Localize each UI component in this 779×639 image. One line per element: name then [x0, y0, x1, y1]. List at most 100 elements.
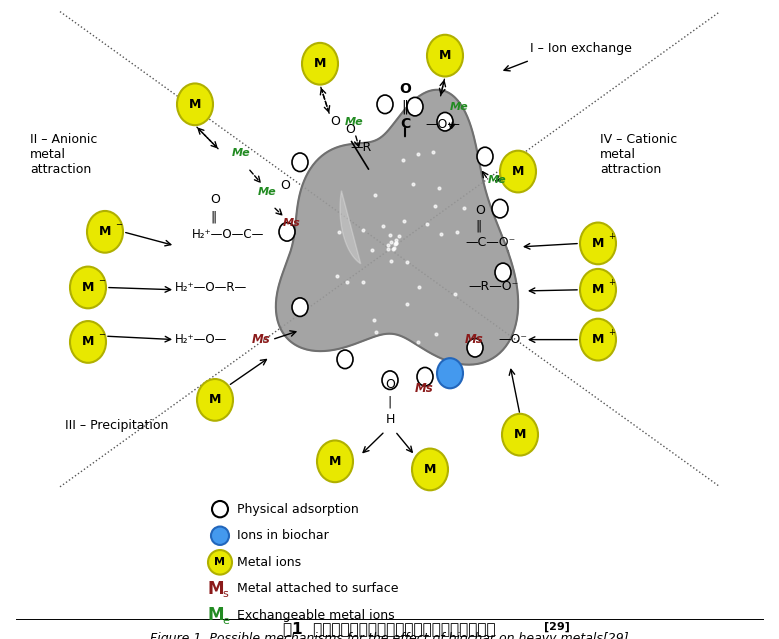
Text: IV – Cationic
metal
attraction: IV – Cationic metal attraction [600, 134, 677, 176]
Text: 图1  生物质炭对土壤中重金属离子可能的作用机制: 图1 生物质炭对土壤中重金属离子可能的作用机制 [283, 622, 495, 636]
Circle shape [337, 350, 353, 369]
Text: M: M [592, 237, 605, 250]
Circle shape [70, 266, 106, 309]
Circle shape [211, 527, 229, 545]
Text: Metal attached to surface: Metal attached to surface [237, 582, 399, 596]
Circle shape [502, 414, 538, 456]
Circle shape [437, 358, 463, 389]
Text: H₂⁺—O—: H₂⁺—O— [175, 333, 227, 346]
Text: M: M [82, 335, 94, 348]
Circle shape [317, 440, 353, 482]
Text: O: O [385, 378, 395, 391]
Text: —O⁻: —O⁻ [498, 333, 527, 346]
Text: M: M [314, 58, 326, 70]
Text: +: + [608, 328, 615, 337]
Circle shape [377, 95, 393, 114]
Text: Physical adsorption: Physical adsorption [237, 503, 359, 516]
Text: Me: Me [345, 117, 364, 127]
Text: Me: Me [232, 148, 251, 158]
Circle shape [197, 379, 233, 420]
Text: —C—O⁻: —C—O⁻ [465, 236, 515, 249]
Text: Ms: Ms [283, 218, 301, 228]
Text: M: M [424, 463, 436, 476]
Circle shape [87, 211, 123, 252]
Text: +: + [608, 279, 615, 288]
Text: −: − [115, 220, 122, 229]
Text: ‖: ‖ [475, 220, 481, 233]
Text: Ms: Ms [415, 381, 434, 395]
Circle shape [417, 367, 433, 386]
Circle shape [492, 199, 508, 218]
Text: M: M [439, 49, 451, 62]
Circle shape [292, 298, 308, 316]
Text: M: M [592, 333, 605, 346]
Text: Ms: Ms [252, 333, 271, 346]
Text: Me: Me [450, 102, 469, 112]
Text: |: | [388, 396, 392, 409]
Circle shape [292, 153, 308, 171]
Circle shape [208, 550, 232, 574]
Text: −: − [98, 330, 105, 339]
Circle shape [70, 321, 106, 363]
Circle shape [212, 501, 228, 518]
Text: Me: Me [488, 175, 506, 185]
Text: −: − [98, 276, 105, 285]
Text: +: + [608, 232, 615, 241]
Circle shape [382, 371, 398, 389]
Circle shape [467, 339, 483, 357]
Text: I – Ion exchange: I – Ion exchange [530, 42, 632, 55]
Text: C: C [400, 116, 410, 130]
Text: O: O [399, 82, 411, 96]
Circle shape [437, 112, 453, 131]
Text: O: O [280, 179, 290, 192]
Circle shape [477, 147, 493, 166]
Text: ‖: ‖ [210, 210, 217, 223]
Text: H: H [386, 413, 395, 426]
Text: M: M [512, 165, 524, 178]
Text: M: M [208, 606, 224, 624]
Circle shape [177, 84, 213, 125]
Circle shape [500, 151, 536, 192]
Text: M: M [189, 98, 201, 111]
Text: Ions in biochar: Ions in biochar [237, 529, 329, 543]
Text: s: s [222, 589, 227, 599]
Polygon shape [340, 190, 361, 264]
Circle shape [495, 263, 511, 282]
Text: O: O [475, 204, 485, 217]
Text: Me: Me [258, 187, 277, 197]
Text: —O—: —O— [425, 118, 460, 130]
Polygon shape [276, 89, 518, 365]
Text: —R: —R [350, 141, 372, 154]
Text: [29]: [29] [544, 622, 570, 632]
Text: O: O [345, 123, 355, 136]
Circle shape [580, 222, 616, 265]
Text: III – Precipitation: III – Precipitation [65, 419, 168, 432]
Text: M: M [592, 283, 605, 296]
Text: Figure 1  Possible mechanisms for the effect of biochar on heavy metals[29]: Figure 1 Possible mechanisms for the eff… [150, 632, 629, 639]
Circle shape [302, 43, 338, 84]
Text: M: M [329, 455, 341, 468]
Text: O: O [330, 115, 340, 128]
Text: H₂⁺—O—R—: H₂⁺—O—R— [175, 281, 247, 294]
Text: —R—O⁻: —R—O⁻ [468, 280, 518, 293]
Text: Exchangeable metal ions: Exchangeable metal ions [237, 609, 395, 622]
Text: II – Anionic
metal
attraction: II – Anionic metal attraction [30, 134, 97, 176]
Text: ‖: ‖ [401, 99, 408, 114]
Text: M: M [99, 226, 111, 238]
Text: M: M [208, 580, 224, 598]
Text: M: M [214, 557, 225, 567]
Circle shape [407, 97, 423, 116]
Text: O: O [210, 193, 220, 206]
Text: M: M [514, 428, 526, 441]
Text: M: M [209, 394, 221, 406]
Text: M: M [82, 281, 94, 294]
Circle shape [279, 222, 295, 241]
Circle shape [580, 269, 616, 311]
Circle shape [412, 449, 448, 490]
Circle shape [580, 319, 616, 360]
Text: Ms: Ms [465, 333, 484, 346]
Text: Metal ions: Metal ions [237, 556, 301, 569]
Text: e: e [222, 615, 229, 626]
Text: H₂⁺—O—C—: H₂⁺—O—C— [192, 227, 264, 241]
Circle shape [427, 35, 463, 77]
